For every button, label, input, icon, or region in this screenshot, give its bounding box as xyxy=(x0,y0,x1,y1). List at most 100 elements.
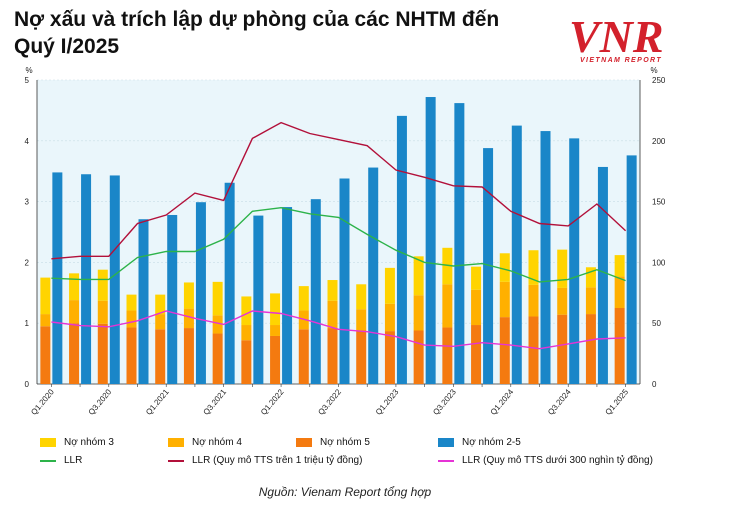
bar-nhom3 xyxy=(69,273,80,301)
y-right-tick-label: 250 xyxy=(652,76,666,85)
bar-nhom25 xyxy=(540,131,551,384)
x-tick-label: Q3.2023 xyxy=(431,387,458,417)
x-tick-label: Q3.2024 xyxy=(546,387,573,417)
logo-mark: VNR xyxy=(569,11,664,62)
bar-nhom3 xyxy=(270,293,281,326)
bar-nhom25 xyxy=(138,219,149,384)
y-left-tick-label: 3 xyxy=(25,198,30,207)
bar-nhom3 xyxy=(327,280,338,301)
bar-nhom25 xyxy=(253,215,264,384)
bar-nhom25 xyxy=(511,125,522,384)
y-left-tick-label: 2 xyxy=(25,258,30,267)
y-right-tick-label: 0 xyxy=(652,380,657,389)
bar-nhom25 xyxy=(368,167,379,384)
bar-nhom3 xyxy=(126,294,137,311)
bar-nhom3 xyxy=(585,267,596,288)
bar-nhom5 xyxy=(183,328,194,384)
bar-nhom4 xyxy=(212,315,223,334)
x-tick-label: Q1.2024 xyxy=(489,387,516,417)
bar-nhom4 xyxy=(270,325,281,336)
bar-nhom25 xyxy=(224,182,235,384)
bar-nhom4 xyxy=(557,287,568,315)
x-tick-label: Q3.2020 xyxy=(87,387,114,417)
y-right-tick-label: 200 xyxy=(652,137,666,146)
bar-nhom3 xyxy=(40,277,51,315)
bar-nhom5 xyxy=(614,308,625,384)
bar-nhom5 xyxy=(270,335,281,384)
bar-nhom5 xyxy=(356,330,367,384)
bar-nhom25 xyxy=(310,199,321,384)
x-tick-label: Q3.2021 xyxy=(202,387,229,417)
bar-nhom4 xyxy=(528,284,539,317)
x-tick-label: Q1.2023 xyxy=(374,387,401,417)
bar-nhom4 xyxy=(327,300,338,329)
bar-nhom4 xyxy=(155,314,166,330)
y-right-tick-label: 100 xyxy=(652,258,666,267)
bar-nhom3 xyxy=(298,286,309,311)
bar-nhom3 xyxy=(384,267,395,304)
bar-nhom4 xyxy=(97,300,108,324)
plot-area xyxy=(37,80,640,384)
bar-nhom3 xyxy=(557,249,568,288)
bar-nhom4 xyxy=(499,281,510,318)
bar-nhom5 xyxy=(528,316,539,384)
bar-nhom3 xyxy=(356,284,367,310)
x-tick-label: Q1.2021 xyxy=(144,387,171,417)
bar-nhom3 xyxy=(183,282,194,309)
bar-nhom3 xyxy=(614,255,625,277)
bar-nhom5 xyxy=(298,329,309,384)
bar-nhom4 xyxy=(614,276,625,308)
bar-nhom3 xyxy=(528,250,539,285)
bar-nhom25 xyxy=(109,175,120,384)
bar-nhom4 xyxy=(585,287,596,315)
bar-nhom3 xyxy=(97,269,108,301)
line-llr xyxy=(51,206,626,283)
bar-nhom5 xyxy=(585,314,596,384)
x-tick-label: Q3.2022 xyxy=(316,387,343,417)
bar-nhom5 xyxy=(442,327,453,384)
bar-nhom5 xyxy=(471,325,482,384)
bar-nhom25 xyxy=(425,97,436,385)
bar-nhom4 xyxy=(183,308,194,329)
logo-subtitle: VIETNAM REPORT xyxy=(579,57,663,64)
bar-nhom25 xyxy=(167,214,178,384)
bar-nhom5 xyxy=(40,326,51,384)
bar-nhom5 xyxy=(327,328,338,384)
bar-nhom4 xyxy=(471,289,482,326)
bar-nhom5 xyxy=(413,330,424,384)
bar-nhom3 xyxy=(212,281,223,316)
source-note: Nguồn: Vienam Report tổng hợp xyxy=(258,485,432,499)
bar-nhom3 xyxy=(413,256,424,296)
bar-nhom4 xyxy=(241,325,252,341)
y-left-tick-label: 5 xyxy=(25,76,30,85)
bar-nhom5 xyxy=(69,323,80,384)
line-llr-big xyxy=(51,121,627,260)
bar-nhom5 xyxy=(212,333,223,384)
x-tick-label: Q1.2022 xyxy=(259,387,286,417)
bar-nhom5 xyxy=(155,329,166,384)
y-right-tick-label: 150 xyxy=(652,198,666,207)
bar-nhom25 xyxy=(483,148,494,384)
bar-nhom25 xyxy=(339,178,350,384)
bar-nhom4 xyxy=(356,309,367,331)
bar-nhom4 xyxy=(126,310,137,328)
bar-nhom4 xyxy=(384,303,395,332)
bar-nhom5 xyxy=(97,323,108,384)
bar-nhom3 xyxy=(499,253,510,282)
bar-nhom3 xyxy=(241,296,252,326)
bar-nhom25 xyxy=(396,115,407,384)
bar-nhom25 xyxy=(569,138,580,384)
y-left-unit: % xyxy=(25,66,32,75)
bar-nhom4 xyxy=(40,314,51,327)
bar-nhom5 xyxy=(384,331,395,384)
y-left-tick-label: 4 xyxy=(25,137,30,146)
bar-nhom25 xyxy=(454,103,465,384)
chart-title: Nợ xấu và trích lập dự phòng của các NHT… xyxy=(14,8,500,58)
bar-nhom25 xyxy=(282,207,293,384)
y-right-unit: % xyxy=(650,66,657,75)
bar-nhom4 xyxy=(69,300,80,324)
bar-nhom25 xyxy=(597,166,608,384)
bar-nhom5 xyxy=(499,317,510,384)
bar-nhom4 xyxy=(442,284,453,328)
